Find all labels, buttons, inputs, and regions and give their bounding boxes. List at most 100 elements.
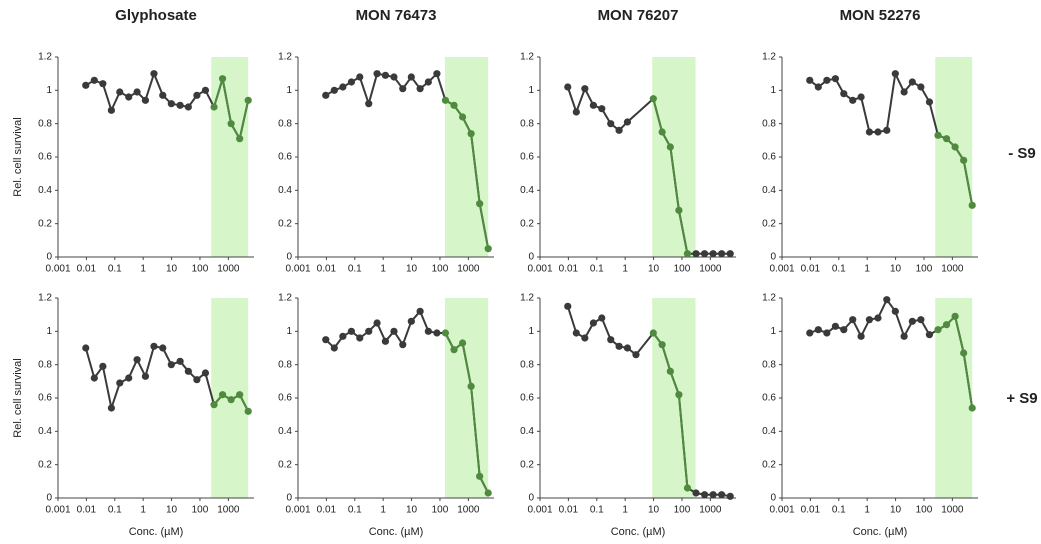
data-point bbox=[849, 96, 857, 104]
y-tick-label: 0.4 bbox=[278, 185, 292, 196]
data-point bbox=[82, 81, 90, 89]
y-tick-label: 0 bbox=[286, 252, 292, 263]
data-point bbox=[82, 344, 90, 352]
x-tick-label: 10 bbox=[890, 264, 902, 275]
data-point bbox=[917, 83, 925, 91]
data-point bbox=[806, 76, 814, 84]
data-point bbox=[467, 130, 475, 138]
data-point bbox=[564, 302, 572, 310]
y-tick-label: 0.8 bbox=[762, 359, 776, 370]
x-tick-label: 1 bbox=[864, 505, 870, 516]
data-point bbox=[865, 128, 874, 136]
data-point bbox=[356, 334, 364, 342]
data-point bbox=[467, 382, 475, 390]
data-point bbox=[874, 128, 882, 136]
data-point bbox=[99, 362, 107, 370]
data-point bbox=[951, 143, 959, 151]
x-tick-label: 0.001 bbox=[527, 505, 552, 516]
data-point bbox=[598, 314, 606, 322]
data-point bbox=[322, 336, 330, 344]
y-tick-label: 1 bbox=[528, 326, 534, 337]
data-point bbox=[934, 326, 942, 334]
data-line bbox=[566, 305, 731, 498]
x-tick-label: 0.01 bbox=[801, 505, 821, 516]
x-tick-label: 0.1 bbox=[590, 264, 604, 275]
data-point bbox=[615, 342, 623, 350]
y-tick-label: 0 bbox=[46, 252, 52, 263]
x-tick-label: 100 bbox=[192, 505, 209, 516]
data-point bbox=[726, 250, 734, 258]
y-tick-label: 1.2 bbox=[762, 52, 776, 63]
data-point bbox=[159, 344, 167, 352]
x-tick-label: 1 bbox=[380, 264, 386, 275]
y-tick-label: 0.8 bbox=[38, 118, 52, 129]
data-point bbox=[598, 105, 606, 113]
data-point bbox=[441, 329, 450, 337]
data-point bbox=[683, 484, 692, 492]
data-point bbox=[623, 344, 632, 352]
data-point bbox=[925, 98, 934, 106]
x-tick-label: 1000 bbox=[699, 505, 722, 516]
x-tick-label: 0.01 bbox=[317, 505, 337, 516]
data-point bbox=[133, 88, 141, 96]
data-point bbox=[373, 70, 381, 78]
data-point bbox=[857, 332, 865, 340]
x-tick-label: 0.1 bbox=[832, 264, 846, 275]
data-point bbox=[572, 108, 580, 116]
data-point bbox=[814, 326, 822, 334]
x-tick-label: 100 bbox=[674, 264, 691, 275]
data-point bbox=[615, 126, 623, 134]
x-tick-label: 1 bbox=[140, 264, 146, 275]
data-point bbox=[917, 316, 925, 324]
data-point bbox=[849, 316, 857, 324]
y-tick-label: 1 bbox=[46, 85, 52, 96]
data-point bbox=[381, 71, 390, 79]
data-point bbox=[218, 75, 227, 83]
x-tick-label: 1 bbox=[380, 505, 386, 516]
data-point bbox=[141, 372, 150, 380]
y-tick-label: 0.4 bbox=[38, 426, 52, 437]
x-tick-label: 0.1 bbox=[348, 264, 362, 275]
data-point bbox=[823, 329, 831, 337]
data-point bbox=[347, 78, 356, 86]
data-point bbox=[125, 93, 133, 101]
y-tick-label: 0.8 bbox=[762, 118, 776, 129]
data-point bbox=[831, 75, 840, 83]
data-point bbox=[424, 78, 432, 86]
data-point bbox=[484, 489, 492, 497]
data-point bbox=[339, 332, 347, 340]
highlight-band bbox=[652, 57, 696, 257]
data-point bbox=[107, 106, 116, 114]
y-tick-label: 0.6 bbox=[762, 393, 776, 404]
data-point bbox=[960, 349, 968, 357]
data-point bbox=[236, 391, 244, 399]
y-tick-label: 1 bbox=[770, 85, 776, 96]
data-point bbox=[150, 342, 158, 350]
data-point bbox=[968, 404, 976, 412]
x-tick-label: 0.001 bbox=[769, 505, 794, 516]
y-tick-label: 1.2 bbox=[38, 293, 52, 304]
x-tick-label: 100 bbox=[916, 505, 933, 516]
data-point bbox=[399, 85, 407, 93]
data-point bbox=[891, 307, 899, 315]
x-tick-label: 10 bbox=[648, 505, 660, 516]
data-point bbox=[193, 376, 201, 384]
data-point bbox=[675, 391, 683, 399]
data-point bbox=[865, 316, 874, 324]
x-tick-label: 100 bbox=[432, 264, 449, 275]
y-tick-label: 0.6 bbox=[278, 152, 292, 163]
x-tick-label: 1000 bbox=[217, 264, 240, 275]
data-point bbox=[823, 76, 831, 84]
y-tick-label: 0.4 bbox=[38, 185, 52, 196]
y-tick-label: 0.2 bbox=[278, 459, 292, 470]
data-point bbox=[806, 329, 814, 337]
data-point bbox=[450, 101, 458, 109]
y-tick-label: 0.4 bbox=[278, 426, 292, 437]
data-point bbox=[484, 245, 492, 253]
data-point bbox=[814, 83, 822, 91]
chart-title: Glyphosate bbox=[115, 7, 197, 24]
data-point bbox=[840, 326, 848, 334]
x-tick-label: 0.1 bbox=[348, 505, 362, 516]
y-tick-label: 0.8 bbox=[278, 118, 292, 129]
highlight-band bbox=[211, 57, 249, 257]
